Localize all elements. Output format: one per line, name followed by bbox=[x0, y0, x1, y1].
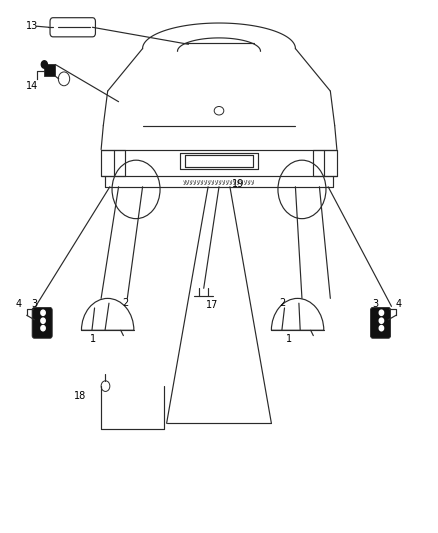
Text: 1: 1 bbox=[90, 334, 96, 344]
Circle shape bbox=[41, 61, 47, 68]
Circle shape bbox=[379, 310, 384, 316]
Text: ﻻﻻﻻﻻﻻﻻﻻﻻﻻﻻﻻﻻﻻﻻﻻﻻﻻﻻﻻﻻ: ﻻﻻﻻﻻﻻﻻﻻﻻﻻﻻﻻﻻﻻﻻﻻﻻﻻﻻﻻﻻ bbox=[183, 181, 255, 185]
Text: 17: 17 bbox=[206, 300, 218, 310]
FancyBboxPatch shape bbox=[371, 308, 391, 338]
Circle shape bbox=[379, 326, 384, 331]
FancyBboxPatch shape bbox=[32, 308, 52, 338]
Text: 19: 19 bbox=[232, 179, 244, 189]
Text: 4: 4 bbox=[16, 298, 22, 309]
Text: 18: 18 bbox=[74, 391, 86, 401]
Text: 3: 3 bbox=[373, 298, 379, 309]
Text: 2: 2 bbox=[279, 297, 286, 308]
Text: 1: 1 bbox=[286, 334, 292, 344]
Text: 14: 14 bbox=[26, 81, 38, 91]
Circle shape bbox=[41, 326, 45, 331]
Circle shape bbox=[379, 318, 384, 324]
Circle shape bbox=[41, 318, 45, 324]
Text: 2: 2 bbox=[122, 297, 128, 308]
Text: 4: 4 bbox=[396, 298, 402, 309]
FancyBboxPatch shape bbox=[44, 64, 55, 76]
Circle shape bbox=[41, 310, 45, 316]
Text: 3: 3 bbox=[31, 298, 37, 309]
Text: 13: 13 bbox=[26, 21, 38, 31]
